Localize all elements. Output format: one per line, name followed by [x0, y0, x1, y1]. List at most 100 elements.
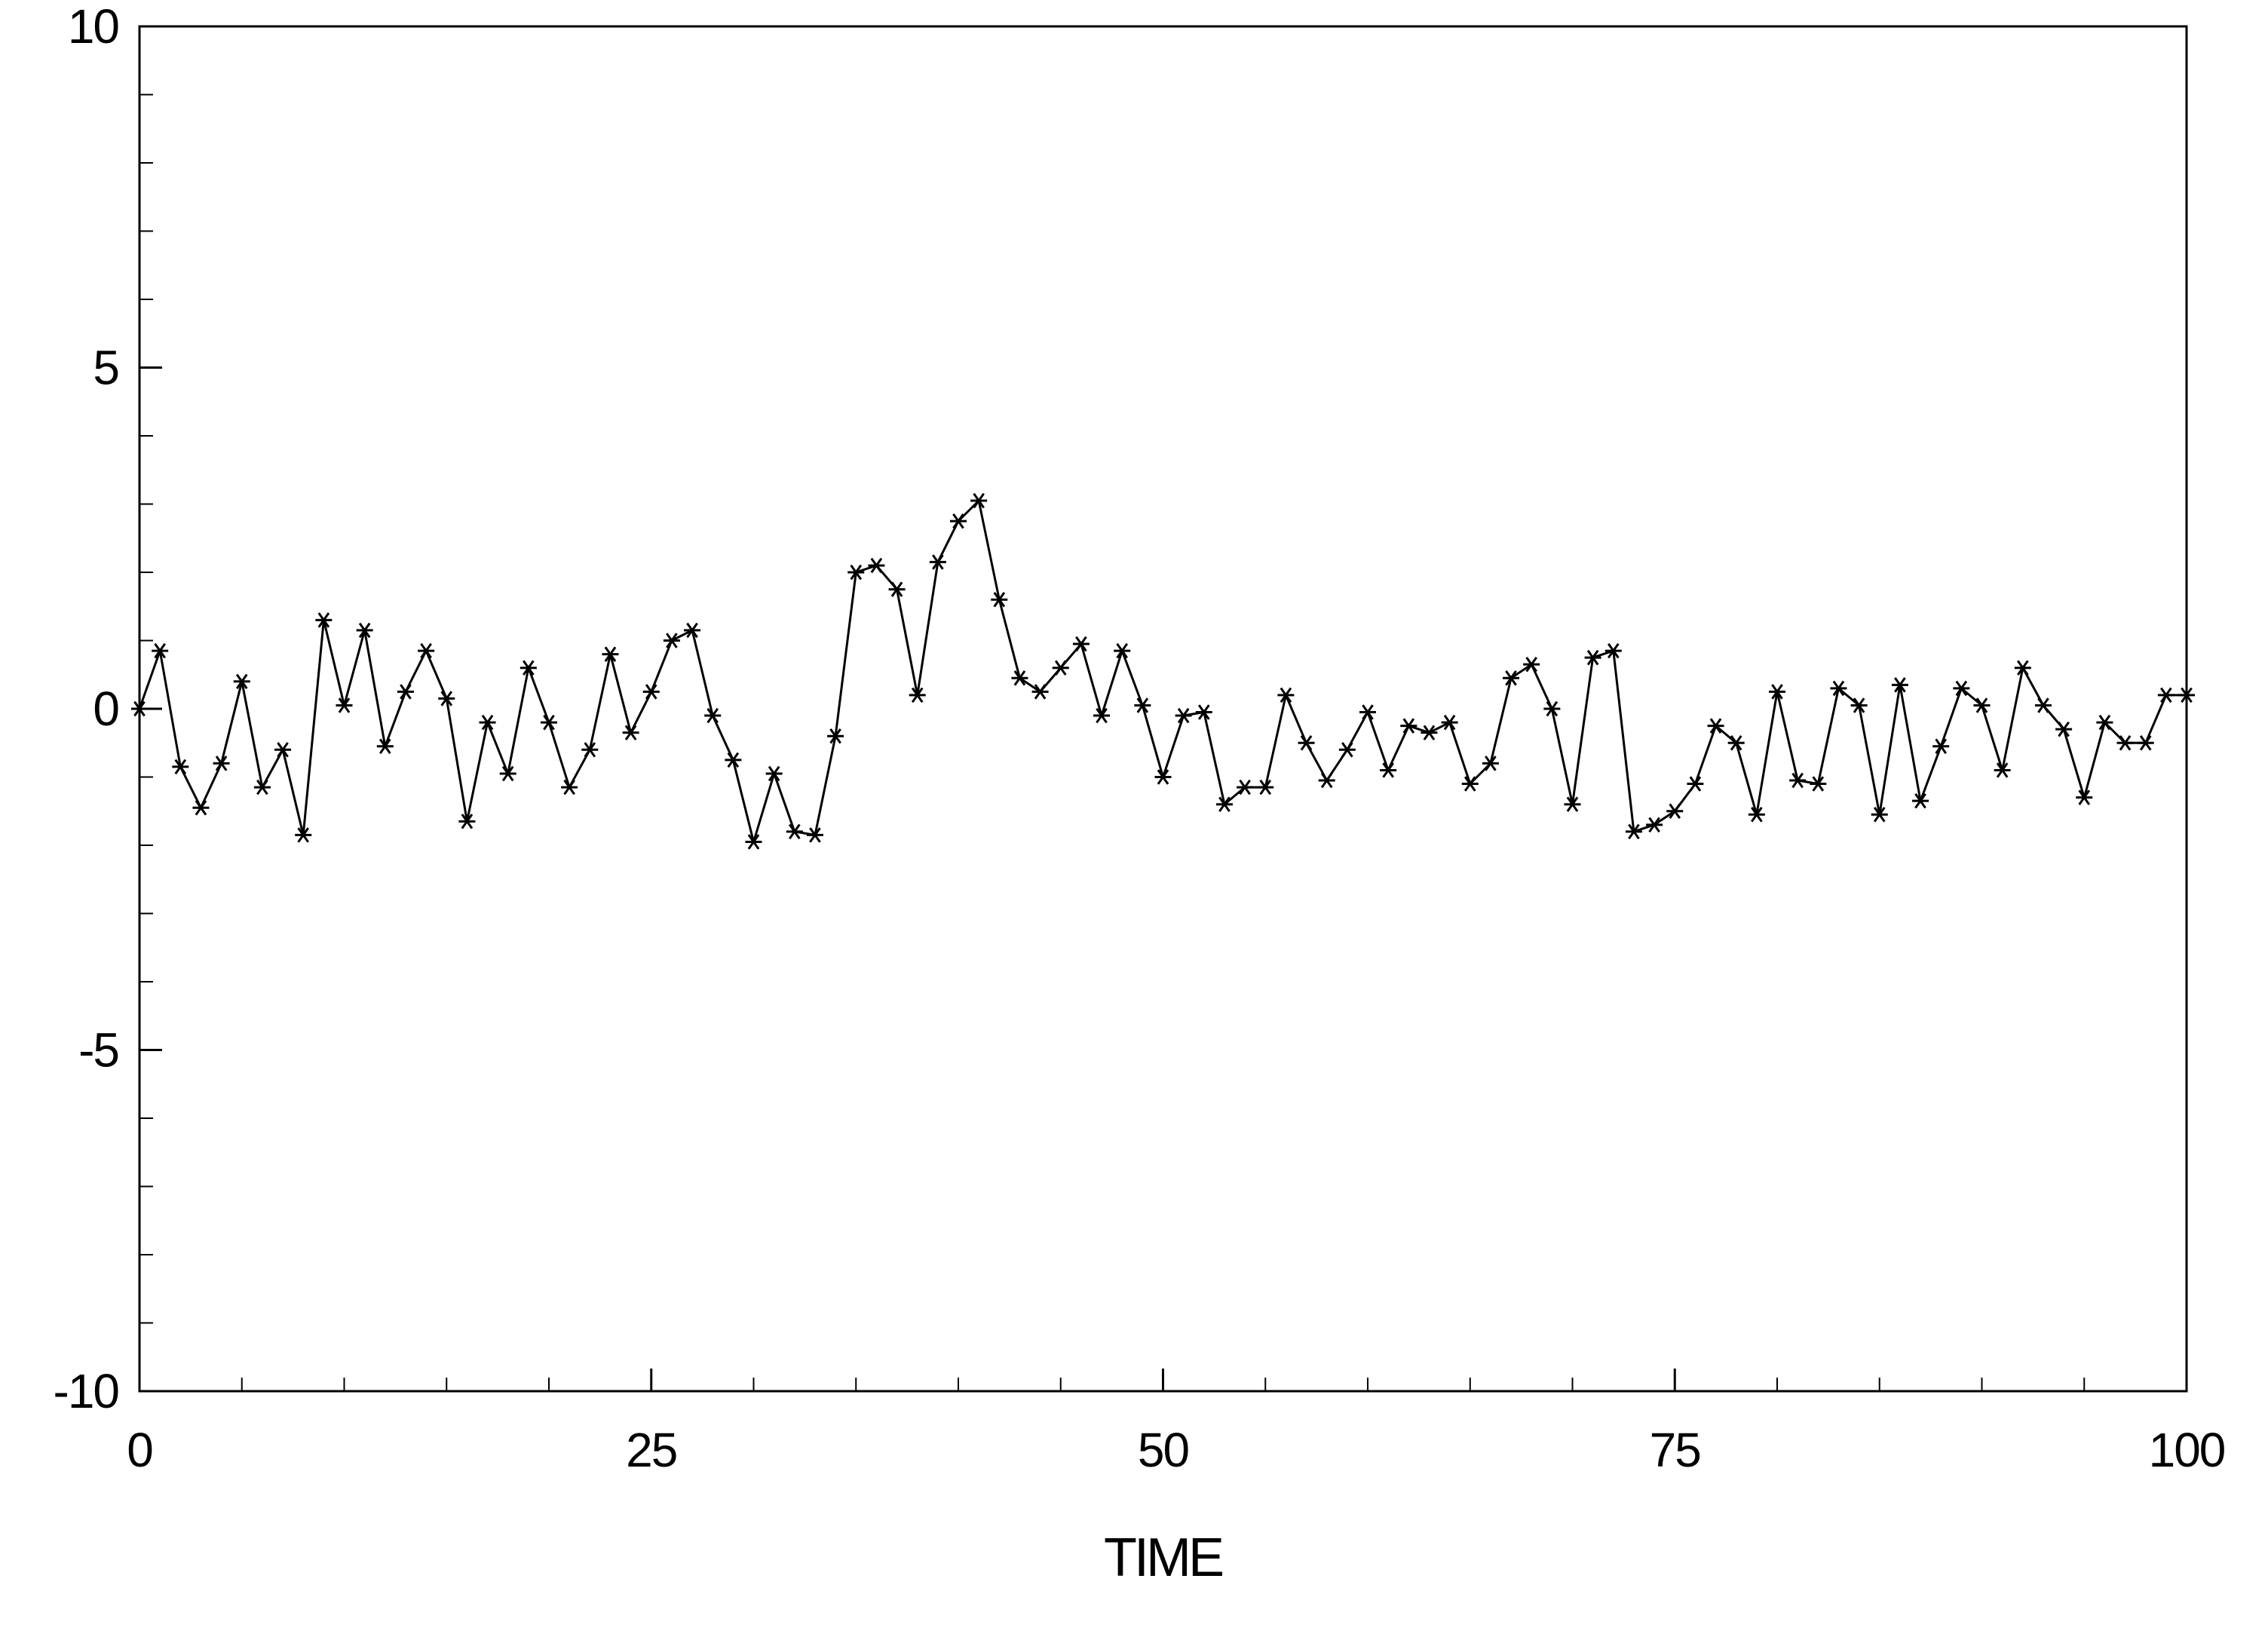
data-point	[172, 759, 189, 775]
data-point	[1093, 707, 1111, 724]
series-markers	[131, 492, 2195, 850]
x-tick-label: 0	[127, 1423, 152, 1477]
data-point	[745, 834, 762, 850]
data-point	[438, 691, 455, 707]
data-point	[786, 823, 803, 840]
data-point	[929, 554, 946, 570]
data-point	[1973, 697, 1991, 713]
data-point	[1850, 697, 1868, 713]
data-point	[1871, 807, 1888, 823]
data-point	[1830, 680, 1847, 697]
data-point	[1011, 670, 1028, 686]
data-point	[806, 827, 823, 843]
y-tick-label: -5	[78, 1023, 118, 1077]
data-point	[581, 742, 599, 758]
data-point	[1564, 796, 1581, 812]
data-point	[1789, 772, 1807, 789]
data-point	[684, 622, 701, 639]
data-point	[1769, 684, 1785, 700]
data-point	[2116, 735, 2134, 751]
x-tick-label: 75	[1650, 1423, 1700, 1477]
x-tick-label: 100	[2149, 1423, 2225, 1477]
data-point	[1604, 642, 1622, 659]
data-point	[1175, 707, 1192, 724]
data-point	[1646, 817, 1663, 833]
data-point	[991, 591, 1008, 608]
data-point	[253, 779, 271, 795]
data-point	[1052, 660, 1069, 676]
data-point	[1707, 718, 1724, 734]
data-point	[397, 684, 414, 700]
data-point	[519, 660, 537, 676]
data-point	[642, 684, 660, 700]
data-point	[1482, 756, 1499, 771]
data-point	[1994, 762, 2011, 778]
data-point	[295, 827, 312, 843]
data-point	[868, 557, 885, 574]
data-point	[1441, 714, 1458, 731]
data-point	[1543, 700, 1561, 717]
data-point	[479, 714, 496, 731]
data-point	[2055, 721, 2073, 737]
data-point	[827, 728, 844, 744]
data-point	[1298, 735, 1315, 751]
data-point	[1134, 697, 1151, 713]
data-point	[541, 714, 557, 731]
data-point	[1625, 823, 1642, 840]
data-point	[765, 765, 783, 782]
data-point	[1421, 725, 1438, 740]
data-point	[704, 707, 722, 724]
data-point	[152, 642, 169, 659]
plot-frame	[138, 25, 2188, 1393]
x-axis-label: TIME	[1104, 1528, 1222, 1588]
data-point	[1400, 718, 1418, 734]
data-point	[1912, 792, 1929, 809]
data-point	[1237, 779, 1254, 795]
data-point	[1154, 769, 1172, 785]
data-point	[1953, 680, 1970, 697]
data-point	[458, 814, 476, 829]
data-point	[602, 646, 619, 662]
major-ticks	[138, 25, 2188, 1393]
data-point	[1810, 776, 1827, 792]
data-point	[2014, 660, 2031, 676]
data-point	[2157, 687, 2175, 704]
data-point	[725, 752, 742, 768]
data-point	[970, 492, 988, 509]
y-tick-label: 0	[93, 682, 118, 736]
data-point	[233, 673, 250, 690]
data-point	[1257, 779, 1274, 795]
data-point	[131, 700, 148, 717]
data-point	[499, 765, 516, 782]
x-tick-label: 25	[626, 1423, 676, 1477]
data-point	[1503, 670, 1520, 686]
data-point	[1748, 807, 1765, 823]
data-point	[376, 738, 394, 754]
data-point	[1380, 762, 1397, 778]
data-point	[1727, 735, 1745, 751]
data-point	[1195, 704, 1212, 720]
data-point	[1687, 776, 1704, 792]
data-point	[2096, 714, 2113, 731]
data-point	[1114, 642, 1131, 659]
data-point	[1359, 704, 1376, 720]
y-tick-label: 10	[68, 0, 119, 54]
data-point	[418, 642, 435, 659]
data-point	[847, 564, 865, 581]
data-point	[1932, 738, 1950, 754]
data-point	[1584, 649, 1601, 666]
data-point	[336, 697, 353, 713]
data-point	[315, 612, 333, 628]
data-point	[1338, 742, 1356, 758]
data-point	[622, 725, 639, 740]
data-point	[1666, 803, 1684, 819]
data-point	[1031, 684, 1049, 700]
data-point	[950, 513, 967, 529]
data-point	[1461, 776, 1479, 792]
data-point	[1891, 677, 1908, 693]
data-point	[663, 633, 680, 648]
y-tick-label: 5	[93, 341, 118, 395]
data-point	[2034, 697, 2052, 713]
data-point	[909, 687, 926, 704]
